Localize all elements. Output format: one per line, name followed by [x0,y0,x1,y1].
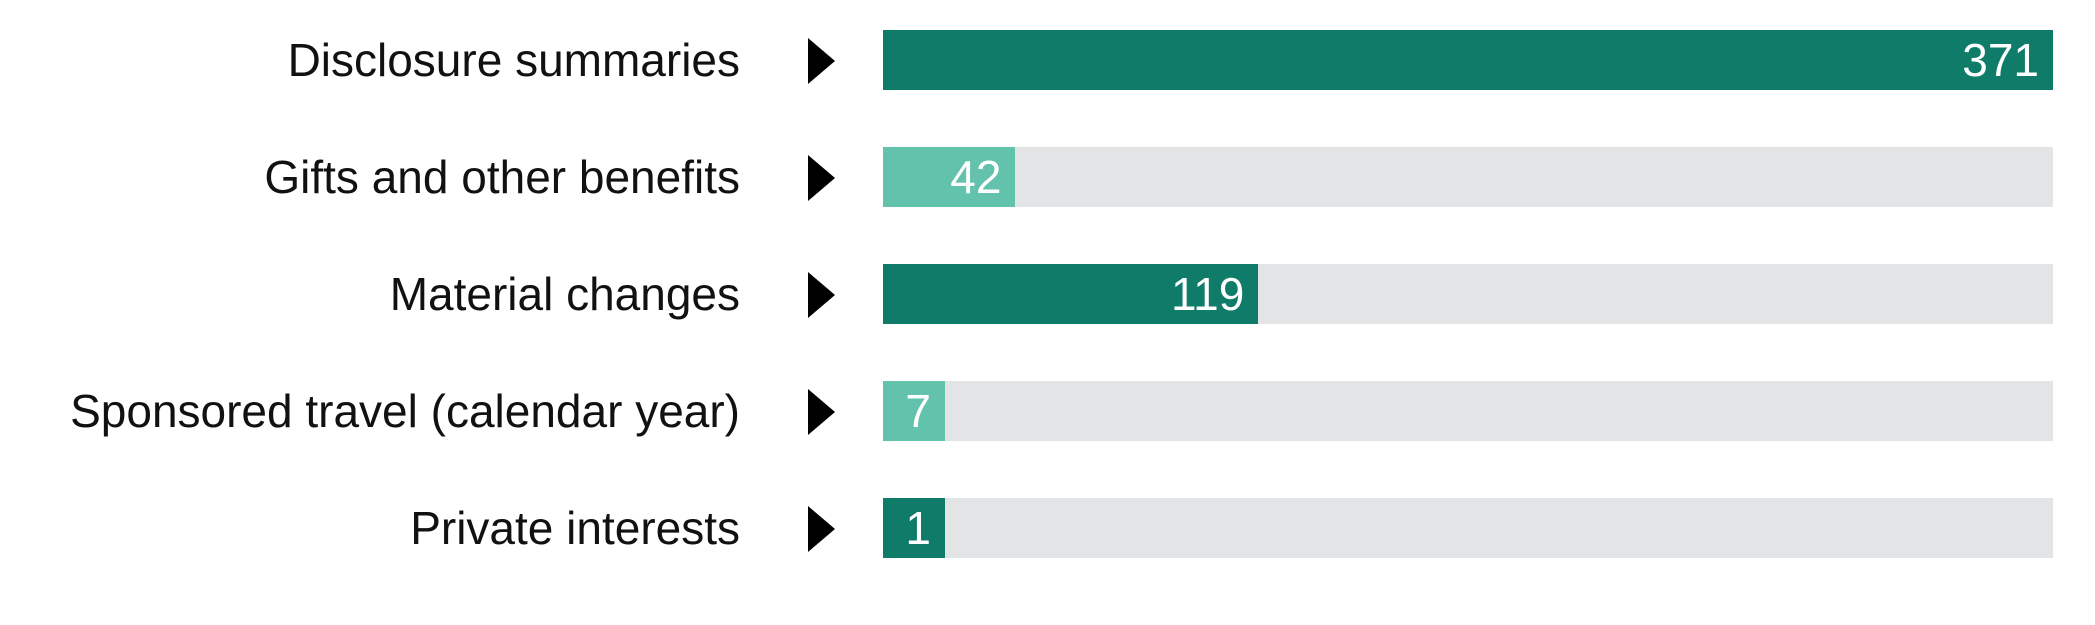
bar [883,264,1259,324]
category-label: Gifts and other benefits [264,151,740,203]
bar-row: Material changes 119 [0,264,2095,324]
bar [883,30,2053,90]
bar-row: Disclosure summaries 371 [0,30,2095,90]
category-label: Sponsored travel (calendar year) [70,385,740,437]
category-label: Private interests [410,502,740,554]
category-label: Disclosure summaries [287,34,740,86]
bar [883,147,1016,207]
bar [883,498,945,558]
arrow-right-icon [808,155,835,201]
bar-row: Private interests 1 [0,498,2095,558]
bar-track: 7 [883,381,2053,441]
bar-row: Sponsored travel (calendar year) 7 [0,381,2095,441]
bar-track: 42 [883,147,2053,207]
arrow-right-icon [808,272,835,318]
bar-row: Gifts and other benefits 42 [0,147,2095,207]
bar [883,381,945,441]
bar-track: 119 [883,264,2053,324]
category-label: Material changes [389,268,740,320]
arrow-right-icon [808,389,835,435]
bar-value-label: 7 [905,385,931,437]
bar-value-label: 42 [950,151,1002,203]
bar-track: 371 [883,30,2053,90]
bar-value-label: 1 [905,502,931,554]
arrow-right-icon [808,38,835,84]
bar-value-label: 119 [1170,268,1245,320]
arrow-right-icon [808,506,835,552]
bar-track: 1 [883,498,2053,558]
bar-value-label: 371 [1962,34,2039,86]
